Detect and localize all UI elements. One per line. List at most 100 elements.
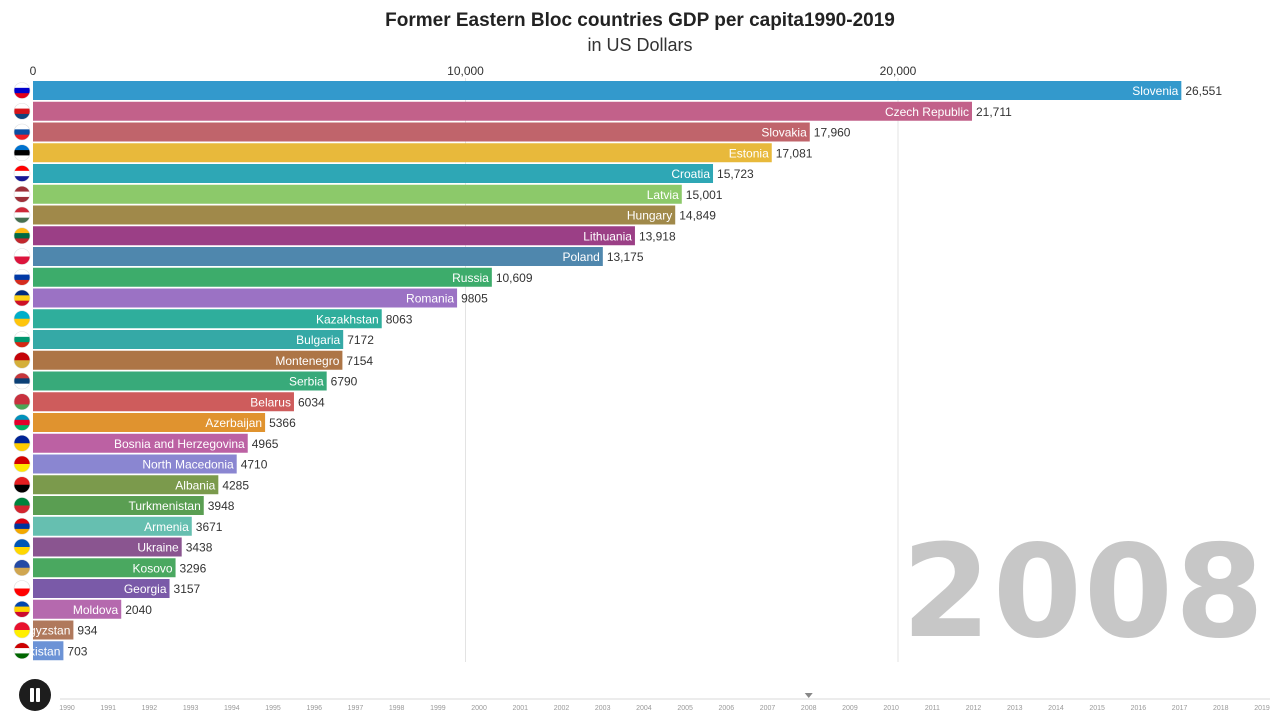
flag-band (14, 414, 30, 421)
flag-band (14, 103, 30, 110)
flag-icon (14, 310, 30, 327)
flag-band (14, 352, 30, 361)
bar-category-label: Albania (175, 478, 215, 492)
timeline-year-label[interactable]: 2008 (801, 705, 817, 712)
timeline-year-label[interactable]: 2016 (1131, 705, 1147, 712)
timeline-year-label[interactable]: 1996 (306, 705, 322, 712)
timeline-year-label[interactable]: 2013 (1007, 705, 1023, 712)
bar (33, 81, 1182, 100)
flag-band (14, 274, 30, 281)
bar-category-label: Moldova (73, 603, 119, 617)
bar (33, 205, 676, 225)
bar (33, 122, 810, 142)
timeline-year-label[interactable]: 2003 (595, 705, 611, 712)
timeline-year-label[interactable]: 2018 (1213, 705, 1229, 712)
timeline-year-label[interactable]: 2017 (1172, 705, 1188, 712)
timeline-year-label[interactable]: 2001 (512, 705, 528, 712)
timeline-year-label[interactable]: 2004 (636, 705, 652, 712)
timeline-year-label[interactable]: 2007 (760, 705, 776, 712)
timeline-year-label[interactable]: 2012 (966, 705, 982, 712)
bar-value-label: 17,960 (814, 126, 851, 140)
flag-band (14, 318, 30, 327)
flag-outline (13, 580, 31, 597)
timeline-year-label[interactable]: 2015 (1089, 705, 1105, 712)
flag-band (14, 611, 30, 618)
timeline-year-label[interactable]: 1991 (100, 705, 116, 712)
timeline-year-label[interactable]: 2010 (883, 705, 899, 712)
bar-value-label: 4285 (222, 478, 249, 492)
bar-value-label: 7154 (346, 354, 373, 368)
flag-band (14, 82, 30, 89)
bar-category-label: Serbia (289, 375, 324, 389)
timeline-year-label[interactable]: 2002 (554, 705, 570, 712)
flag-outline (13, 82, 31, 99)
flag-icon (14, 144, 30, 161)
x-tick-label: 10,000 (447, 64, 484, 78)
bar-category-label: Poland (562, 250, 599, 264)
bar-category-label: Turkmenistan (129, 499, 201, 513)
flag-outline (13, 372, 31, 390)
timeline-year-label[interactable]: 1995 (265, 705, 281, 712)
bar-category-label: Kosovo (133, 561, 173, 575)
flag-band (14, 464, 30, 472)
timeline-year-label[interactable]: 2006 (719, 705, 735, 712)
bar (33, 164, 714, 183)
bar (33, 496, 204, 515)
flag-band (14, 124, 30, 130)
timeline-year-label[interactable]: 2019 (1254, 705, 1270, 712)
flag-band (14, 567, 30, 576)
flag-band (14, 630, 30, 638)
flag-band (14, 404, 30, 410)
timeline-year-label[interactable]: 1994 (224, 705, 240, 712)
flag-band (14, 505, 30, 514)
bar-value-label: 7172 (347, 333, 374, 347)
timeline-year-label[interactable]: 2011 (925, 705, 940, 712)
timeline-year-label[interactable]: 1999 (430, 705, 446, 712)
bar-category-label: Estonia (729, 146, 769, 160)
flag-band (14, 399, 30, 405)
bar-value-label: 4965 (252, 437, 279, 451)
timeline-year-label[interactable]: 1992 (142, 705, 158, 712)
flag-outline (13, 642, 31, 660)
timeline-year-label[interactable]: 1993 (183, 705, 199, 712)
flag-band (14, 342, 30, 348)
flag-band (14, 93, 30, 99)
bar-category-label: Armenia (144, 520, 189, 534)
bar (33, 267, 492, 287)
current-year-label: 2008 (901, 518, 1266, 667)
flag-outline (13, 123, 31, 141)
bar-value-label: 2040 (125, 603, 152, 617)
flag-band (14, 134, 30, 140)
bar-category-label: Belarus (250, 395, 291, 409)
timeline-year-label[interactable]: 1997 (348, 705, 364, 712)
bar (33, 330, 344, 349)
flag-outline (13, 331, 31, 348)
bar-value-label: 6034 (298, 395, 325, 409)
bar-value-label: 26,551 (1185, 84, 1222, 98)
flag-outline (13, 227, 31, 245)
flag-icon (14, 124, 30, 140)
bar (33, 475, 219, 495)
flag-band (14, 300, 30, 306)
flag-outline (13, 165, 31, 182)
timeline-year-label[interactable]: 1998 (389, 705, 405, 712)
timeline-year-label[interactable]: 1990 (59, 705, 75, 712)
flag-band (14, 588, 30, 597)
bar (33, 516, 192, 536)
timeline-year-label[interactable]: 2014 (1048, 705, 1064, 712)
flag-outline (13, 476, 31, 494)
timeline-year-label[interactable]: 2000 (471, 705, 487, 712)
bar-category-label: Georgia (124, 582, 167, 596)
flag-band (14, 456, 30, 465)
flag-band (14, 360, 30, 369)
timeline-marker-icon[interactable] (804, 693, 813, 698)
timeline-year-label[interactable]: 2009 (842, 705, 858, 712)
bar (33, 413, 266, 432)
flag-band (14, 144, 30, 151)
flag-band (14, 207, 30, 213)
pause-button[interactable] (19, 679, 51, 711)
year-timeline[interactable]: 1990 1991 1992 1993 1994 1995 1996 1997 1998 1999… (0, 690, 1280, 720)
flag-band (14, 559, 30, 569)
timeline-year-label[interactable]: 2005 (677, 705, 693, 712)
flag-band (14, 295, 30, 302)
